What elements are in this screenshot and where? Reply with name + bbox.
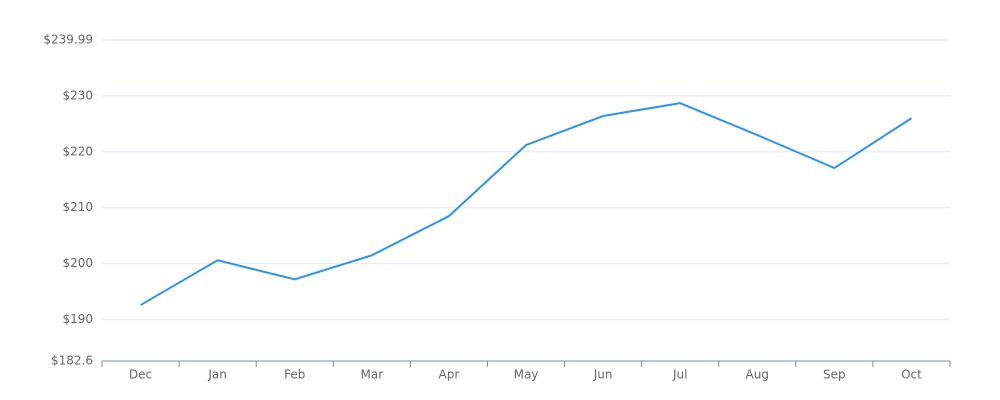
x-tick-label: Jun bbox=[593, 368, 613, 382]
y-tick-label: $239.99 bbox=[43, 33, 93, 47]
x-tick-label: May bbox=[514, 368, 539, 382]
y-tick-label: $190 bbox=[62, 312, 93, 326]
x-tick-label: Dec bbox=[129, 368, 152, 382]
x-tick-label: Aug bbox=[746, 368, 769, 382]
x-tick-label: Mar bbox=[360, 368, 383, 382]
x-tick-label: Oct bbox=[901, 368, 922, 382]
x-tick-label: Sep bbox=[823, 368, 846, 382]
y-tick-label: $220 bbox=[62, 144, 93, 158]
x-tick-label: Jan bbox=[207, 368, 227, 382]
y-tick-label: $230 bbox=[62, 88, 93, 102]
x-tick-label: Jul bbox=[672, 368, 687, 382]
line-series bbox=[140, 102, 912, 306]
y-tick-label: $200 bbox=[62, 256, 93, 270]
y-tick-label: $182.6 bbox=[51, 354, 93, 368]
x-tick-label: Apr bbox=[439, 368, 460, 382]
x-tick-label: Feb bbox=[284, 368, 305, 382]
y-tick-label: $210 bbox=[62, 200, 93, 214]
